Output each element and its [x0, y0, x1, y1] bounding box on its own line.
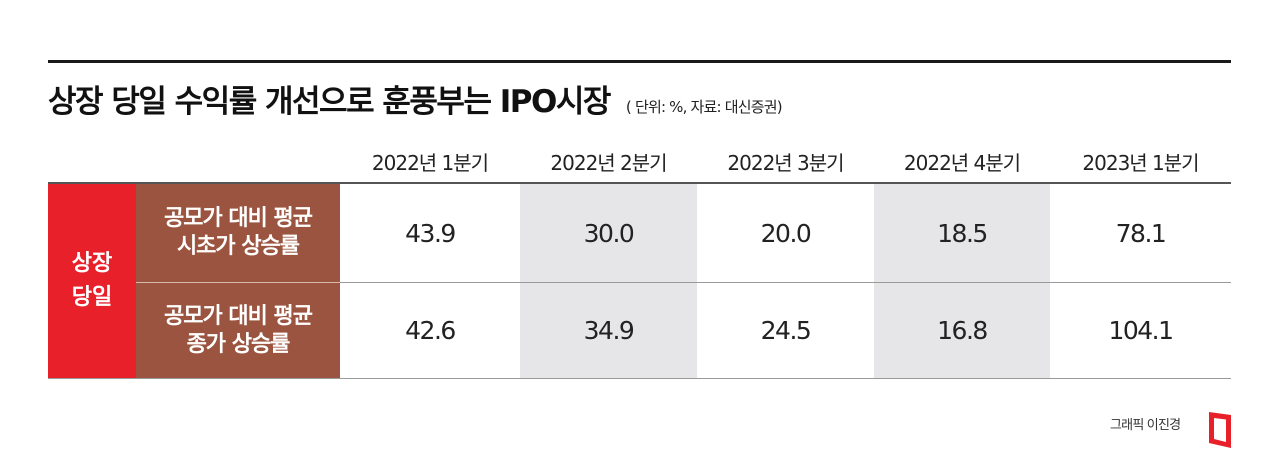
group-label-line: 당일 — [71, 285, 113, 310]
table-cell: 43.9 — [405, 218, 456, 248]
chart-title: 상장 당일 수익률 개선으로 훈풍부는 IPO시장 — [48, 84, 611, 120]
graphic-credit: 그래픽 이진경 — [1110, 418, 1181, 433]
table-cell: 34.9 — [583, 316, 635, 345]
row-label-line: 공모가 대비 평균 — [164, 206, 313, 231]
table-cell: 16.8 — [937, 316, 988, 345]
column-header-2022-q1: 2022년 1분기 — [371, 150, 489, 175]
bottom-rule — [48, 378, 1231, 379]
column-header-2023-q1: 2023년 1분기 — [1082, 150, 1199, 175]
title-row: 상장 당일 수익률 개선으로 훈풍부는 IPO시장 ( 단위: %, 자료: 대… — [48, 76, 783, 122]
column-header-2022-q4: 2022년 4분기 — [903, 150, 1021, 175]
table-cell: 24.5 — [760, 316, 812, 345]
group-label-listing-day: 상장 당일 — [48, 184, 136, 378]
table-cell: 78.1 — [1115, 218, 1167, 248]
group-label-line: 상장 — [71, 251, 113, 276]
column-shade-2022-q4 — [874, 184, 1050, 378]
table-cell: 42.6 — [405, 316, 456, 345]
row-label-line: 종가 상승률 — [186, 331, 291, 357]
table-cell: 18.5 — [937, 218, 988, 248]
row-label-line: 공모가 대비 평균 — [164, 303, 313, 329]
row-divider — [340, 282, 1231, 283]
row-label-divider — [136, 282, 340, 283]
row-label-opening-price-gain: 공모가 대비 평균 시초가 상승률 — [136, 184, 340, 282]
top-rule — [48, 60, 1231, 63]
publisher-logo-icon — [1209, 412, 1231, 448]
header-rule — [48, 182, 1231, 184]
column-shade-2022-q2 — [520, 184, 697, 378]
row-label-closing-price-gain: 공모가 대비 평균 종가 상승률 — [136, 283, 340, 378]
unit-source-note: ( 단위: %, 자료: 대신증권) — [625, 98, 783, 116]
table-cell: 30.0 — [583, 218, 635, 248]
table-cell: 104.1 — [1108, 316, 1174, 345]
column-header-2022-q2: 2022년 2분기 — [550, 150, 667, 175]
table-cell: 20.0 — [760, 218, 812, 248]
row-label-line: 시초가 상승률 — [176, 234, 300, 259]
column-header-2022-q3: 2022년 3분기 — [727, 150, 844, 175]
